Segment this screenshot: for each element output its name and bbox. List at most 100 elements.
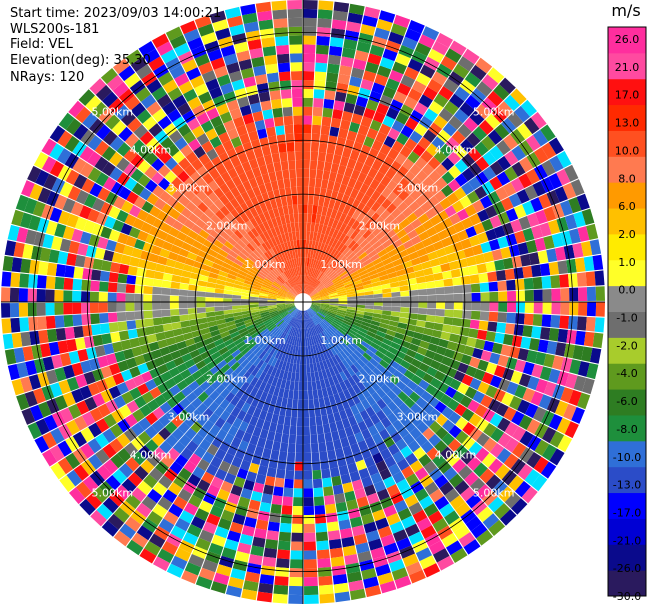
- range-gate: [371, 391, 382, 403]
- range-gate: [146, 399, 160, 412]
- range-label: 4.00km: [130, 449, 172, 462]
- range-gate: [217, 488, 230, 502]
- range-gate: [338, 270, 348, 278]
- range-gate: [227, 358, 237, 368]
- range-gate: [230, 156, 242, 168]
- range-gate: [109, 262, 121, 273]
- range-gate: [427, 195, 440, 208]
- range-gate: [433, 222, 446, 233]
- range-gate: [361, 428, 372, 440]
- range-label: 3.00km: [168, 410, 210, 423]
- range-gate: [68, 403, 82, 419]
- range-gate: [410, 415, 423, 428]
- range-gate: [495, 402, 509, 417]
- range-gate: [346, 130, 358, 142]
- range-gate: [107, 302, 117, 313]
- range-gate: [496, 171, 511, 186]
- range-gate: [327, 348, 335, 358]
- range-gate: [269, 287, 279, 293]
- range-gate: [224, 201, 235, 213]
- range-gate: [265, 276, 275, 283]
- range-gate: [34, 436, 50, 453]
- range-gate: [432, 389, 445, 401]
- range-gate: [375, 350, 385, 360]
- range-gate: [314, 241, 319, 251]
- range-gate: [293, 276, 298, 286]
- range-gate: [457, 123, 472, 139]
- range-gate: [13, 242, 25, 258]
- range-gate: [221, 261, 232, 270]
- range-gate: [342, 545, 357, 557]
- range-gate: [345, 93, 358, 105]
- range-gate: [380, 342, 391, 351]
- range-gate: [245, 338, 255, 347]
- range-gate: [166, 563, 184, 578]
- range-gate: [171, 415, 184, 428]
- range-gate: [463, 117, 479, 132]
- range-gate: [258, 371, 267, 382]
- range-gate: [246, 323, 256, 331]
- range-gate: [180, 276, 190, 284]
- range-gate: [307, 309, 313, 318]
- range-gate: [485, 385, 498, 399]
- range-gate: [312, 231, 318, 242]
- range-gate: [364, 262, 375, 270]
- range-gate: [136, 525, 154, 541]
- range-gate: [352, 58, 367, 71]
- range-gate: [303, 497, 314, 507]
- range-gate: [312, 106, 323, 117]
- range-gate: [145, 233, 157, 245]
- range-gate: [48, 341, 60, 356]
- range-gate: [362, 280, 372, 286]
- range-gate: [546, 340, 558, 355]
- range-gate: [334, 354, 342, 364]
- range-gate: [303, 541, 317, 551]
- range-gate: [447, 398, 460, 412]
- range-gate: [376, 330, 386, 338]
- range-gate: [379, 468, 392, 481]
- range-gate: [477, 209, 490, 222]
- range-gate: [386, 202, 397, 214]
- range-gate: [287, 259, 292, 269]
- range-gate: [21, 408, 36, 425]
- range-gate: [475, 418, 490, 432]
- range-gate: [326, 386, 334, 397]
- range-gate: [250, 227, 260, 238]
- range-gate: [143, 277, 154, 287]
- range-gate: [27, 302, 37, 317]
- range-gate: [188, 278, 199, 286]
- range-gate: [457, 229, 469, 241]
- range-gate: [576, 193, 590, 211]
- range-gate: [87, 208, 100, 223]
- range-gate: [268, 324, 277, 332]
- range-gate: [375, 460, 388, 473]
- range-gate: [594, 317, 605, 333]
- range-gate: [224, 338, 234, 347]
- range-gate: [389, 99, 404, 112]
- range-gate: [258, 295, 268, 299]
- range-gate: [270, 237, 278, 247]
- range-gate: [152, 482, 168, 497]
- range-gate: [282, 333, 289, 343]
- range-gate: [271, 246, 279, 256]
- range-gate: [344, 262, 354, 271]
- range-gate: [300, 346, 303, 356]
- range-gate: [392, 450, 405, 464]
- range-gate: [36, 275, 47, 289]
- range-gate: [191, 224, 203, 235]
- range-gate: [365, 186, 376, 198]
- range-gate: [539, 366, 552, 381]
- range-gate: [286, 250, 292, 260]
- range-gate: [316, 285, 325, 292]
- range-gate: [223, 309, 233, 315]
- range-gate: [158, 427, 172, 441]
- range-gate: [71, 362, 84, 377]
- range-gate: [205, 292, 215, 298]
- range-gate: [79, 385, 93, 400]
- range-gate: [487, 190, 501, 205]
- range-gate: [189, 319, 199, 327]
- range-gate: [304, 266, 307, 276]
- range-gate: [127, 472, 143, 487]
- range-gate: [37, 371, 50, 388]
- range-gate: [334, 343, 343, 353]
